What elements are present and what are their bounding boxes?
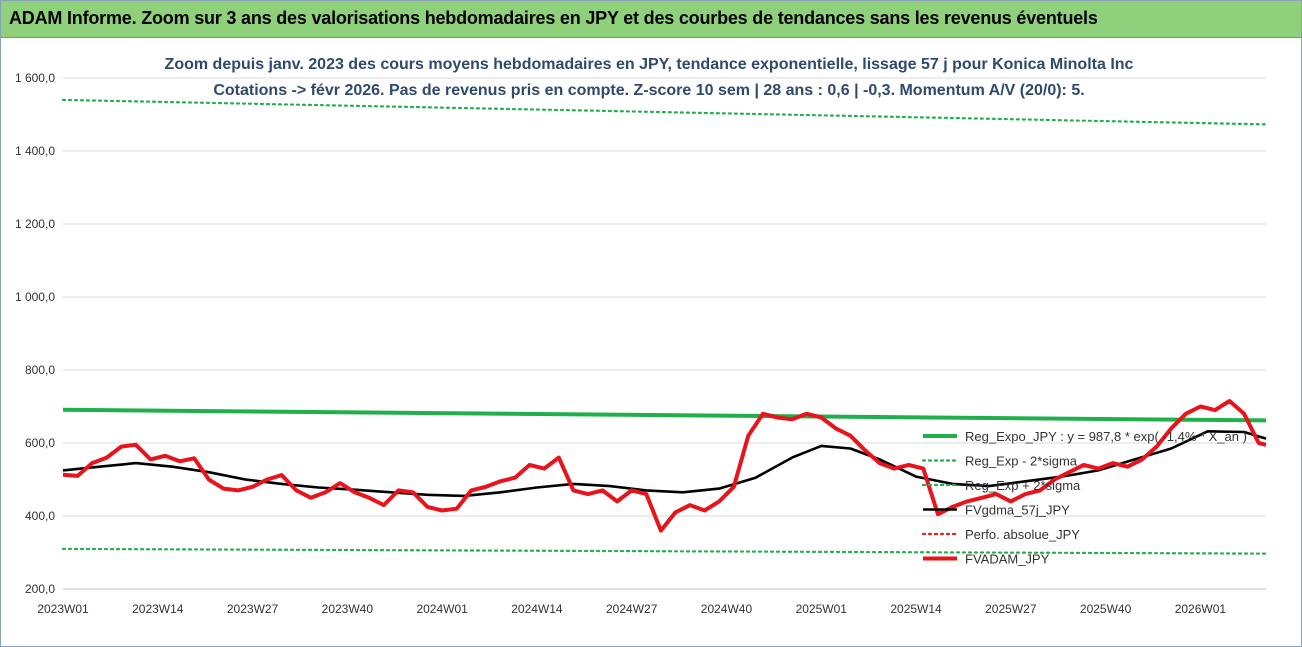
y-tick-label: 1 000,0 <box>15 290 55 304</box>
y-tick-label: 1 200,0 <box>15 217 55 231</box>
series-line-1 <box>61 547 1268 555</box>
x-tick-label: 2024W01 <box>416 602 468 616</box>
page-title: ADAM Informe. Zoom sur 3 ans des valoris… <box>9 8 1098 28</box>
legend-entry: FVgdma_57j_JPY <box>965 503 1070 518</box>
x-tick-label: 2025W14 <box>890 602 942 616</box>
series-lines <box>61 98 1268 555</box>
chart-subtitle-line1: Zoom depuis janv. 2023 des cours moyens … <box>165 56 1134 73</box>
legend-entry: Reg_Expo_JPY : y = 987,8 * exp( -1,4% * … <box>965 429 1247 444</box>
title-banner: ADAM Informe. Zoom sur 3 ans des valoris… <box>1 1 1301 38</box>
gridlines <box>63 77 1266 590</box>
y-tick-label: 1 600,0 <box>15 71 55 85</box>
series-line-5 <box>62 399 1267 533</box>
legend-entry: Reg_Exp + 2*sigma <box>965 478 1081 493</box>
series-line-2 <box>61 98 1268 126</box>
x-tick-label: 2023W27 <box>227 602 279 616</box>
y-tick-label: 200,0 <box>25 582 55 596</box>
x-tick-label: 2025W27 <box>985 602 1037 616</box>
x-tick-label: 2024W14 <box>511 602 563 616</box>
chart-subtitle-line2: Cotations -> févr 2026. Pas de revenus p… <box>213 82 1084 99</box>
y-axis-ticks: 200,0 400,0 600,0 800,0 1 000,0 1 200,0 1 400,… <box>15 71 55 596</box>
legend-entry: FVADAM_JPY <box>965 552 1050 567</box>
x-tick-label: 2025W40 <box>1080 602 1132 616</box>
series-line-3 <box>62 429 1267 498</box>
legend-entry: Reg_Exp - 2*sigma <box>965 454 1078 469</box>
x-tick-label: 2024W27 <box>606 602 658 616</box>
x-tick-label: 2024W40 <box>701 602 753 616</box>
legend-entry: Perfo. absolue_JPY <box>965 527 1080 542</box>
x-tick-label: 2026W01 <box>1175 602 1227 616</box>
y-tick-label: 400,0 <box>25 509 55 523</box>
legend: Reg_Expo_JPY : y = 987,8 * exp( -1,4% * … <box>921 429 1247 567</box>
x-tick-label: 2025W01 <box>796 602 848 616</box>
y-tick-label: 800,0 <box>25 363 55 377</box>
x-tick-label: 2023W01 <box>37 602 89 616</box>
x-axis-ticks: 2023W01 2023W14 2023W27 2023W40 2024W01 2024W… <box>37 602 1226 616</box>
x-tick-label: 2023W14 <box>132 602 184 616</box>
y-tick-label: 1 400,0 <box>15 144 55 158</box>
series-line-0 <box>62 407 1267 423</box>
x-tick-label: 2023W40 <box>322 602 374 616</box>
y-tick-label: 600,0 <box>25 436 55 450</box>
